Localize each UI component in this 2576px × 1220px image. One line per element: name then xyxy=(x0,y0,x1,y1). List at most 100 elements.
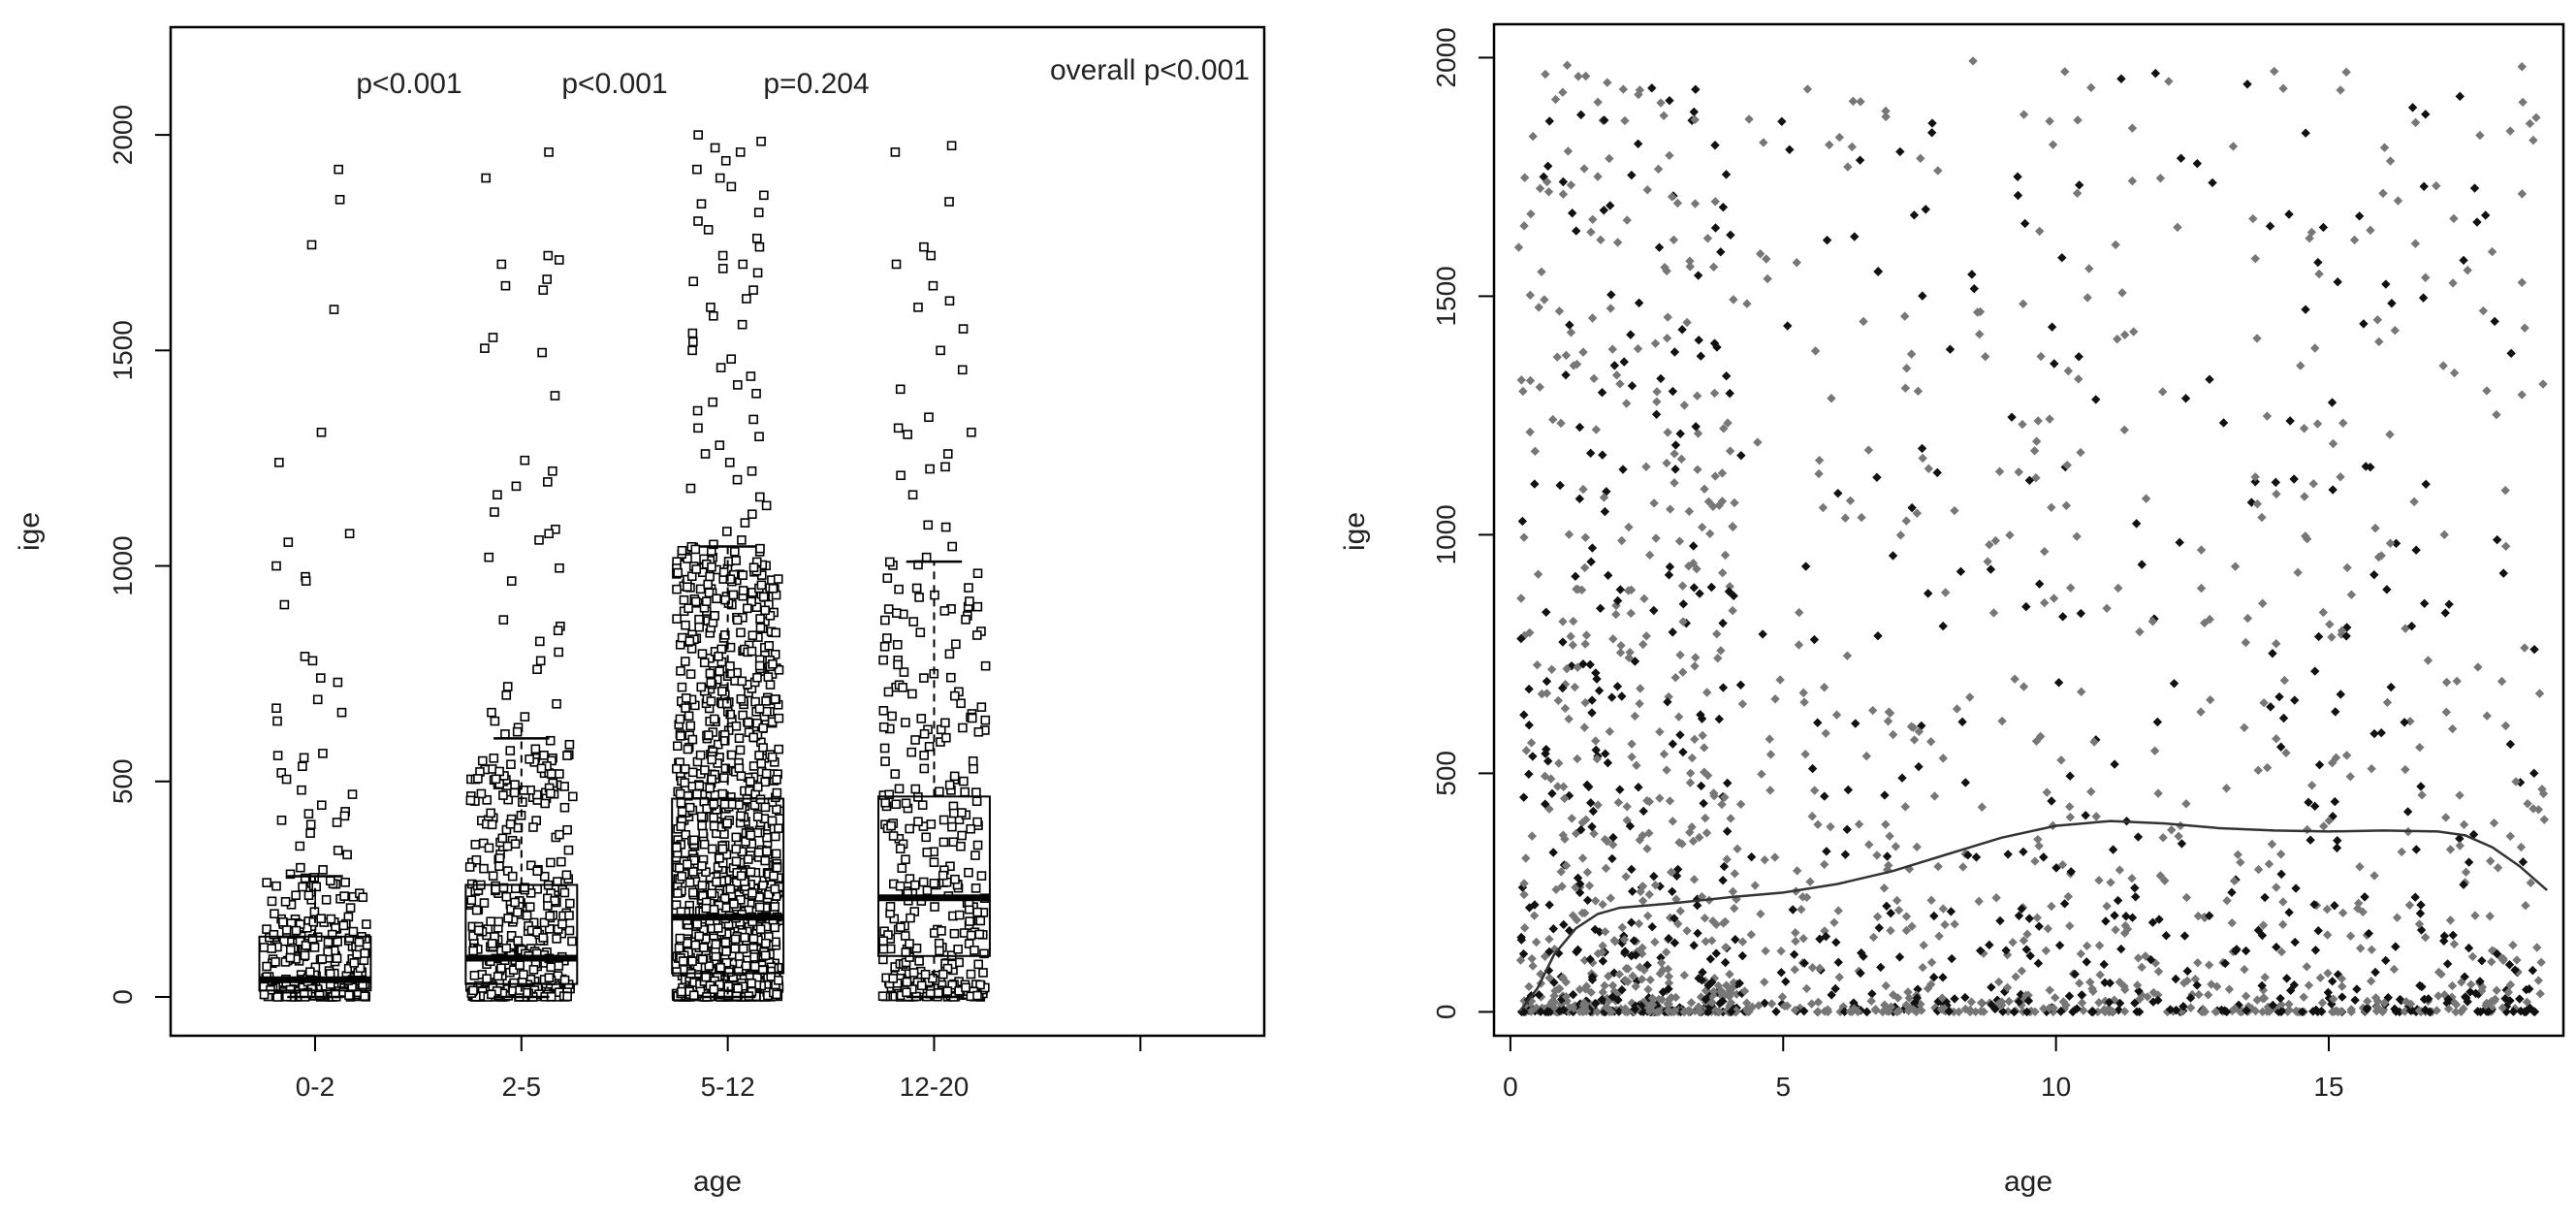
scatter-point xyxy=(1813,718,1823,727)
scatter-point xyxy=(1657,995,1668,1005)
jitter-point xyxy=(974,929,985,940)
outlier-point xyxy=(947,541,958,552)
jitter-point xyxy=(518,797,527,807)
scatter-point xyxy=(1597,947,1607,957)
scatter-point xyxy=(2483,1007,2494,1016)
scatter-point xyxy=(1614,969,1625,979)
scatter-point xyxy=(2073,115,2083,125)
scatter-point xyxy=(1916,999,1925,1010)
scatter-point xyxy=(1571,571,1580,582)
jitter-point xyxy=(935,787,944,797)
scatter-point xyxy=(2119,425,2129,435)
outlier-point xyxy=(710,143,720,153)
jitter-point xyxy=(546,962,556,973)
scatter-point xyxy=(1590,896,1601,906)
scatter-point xyxy=(2008,937,2018,947)
scatter-point xyxy=(1834,972,1844,982)
jitter-point xyxy=(484,843,494,853)
jitter-point xyxy=(680,657,690,666)
scatter-point xyxy=(2059,899,2070,909)
scatter-point xyxy=(1868,932,1879,943)
jitter-point xyxy=(538,933,549,943)
jitter-point xyxy=(487,989,496,1000)
scatter-point xyxy=(1785,144,1795,155)
outlier-point xyxy=(740,518,750,528)
scatter-point xyxy=(1993,977,2004,987)
p-value-annotation-2: p<0.001 xyxy=(561,68,667,100)
scatter-point xyxy=(2130,892,2141,902)
scatter-point xyxy=(2039,852,2049,862)
scatter-point xyxy=(1684,506,1695,517)
scatter-point xyxy=(2523,799,2532,809)
scatter-point xyxy=(1900,311,1910,321)
scatter-point xyxy=(1813,1007,1823,1016)
scatter-point xyxy=(2064,802,2075,812)
scatter-point xyxy=(1668,627,1677,637)
scatter-point xyxy=(2385,538,2396,548)
scatter-point xyxy=(1634,89,1643,100)
jitter-point xyxy=(720,763,731,774)
scatter-point xyxy=(1705,529,1715,539)
scatter-point xyxy=(1561,992,1572,1002)
scatter-point xyxy=(1649,498,1659,508)
jitter-point xyxy=(672,741,683,752)
jitter-point xyxy=(325,876,335,886)
outlier-point xyxy=(276,815,287,825)
outlier-point xyxy=(532,664,542,675)
scatter-point xyxy=(1892,993,1903,1003)
scatter-point xyxy=(1750,881,1760,890)
scatter-point xyxy=(1587,972,1598,982)
scatter-point xyxy=(1886,908,1895,918)
jitter-point xyxy=(891,799,902,810)
outlier-point xyxy=(480,343,490,353)
scatter-point xyxy=(2116,74,2126,83)
scatter-point xyxy=(2132,980,2143,990)
scatter-point xyxy=(2133,953,2144,963)
scatter-point xyxy=(1597,995,1607,1005)
scatter-point xyxy=(2240,964,2249,975)
jitter-point xyxy=(898,683,907,692)
scatter-point xyxy=(2492,409,2501,420)
jitter-point xyxy=(464,862,475,872)
scatter-point xyxy=(2291,883,2301,893)
scatter-point xyxy=(1601,863,1611,874)
jitter-point xyxy=(333,937,342,947)
scatter-point xyxy=(1644,796,1655,807)
scatter-point xyxy=(1618,465,1628,474)
scatter-point xyxy=(1627,864,1637,875)
scatter-point xyxy=(1729,591,1738,601)
scatter-point xyxy=(1620,1007,1630,1016)
jitter-point xyxy=(731,856,742,867)
scatter-point xyxy=(2289,474,2299,484)
scatter-point xyxy=(1559,793,1570,804)
scatter-point xyxy=(1726,987,1735,998)
scatter-point xyxy=(2165,1005,2176,1014)
jitter-point xyxy=(770,694,780,704)
jitter-point xyxy=(493,916,504,927)
jitter-point xyxy=(476,788,487,799)
scatter-point xyxy=(1723,418,1733,428)
scatter-point xyxy=(2505,126,2515,136)
scatter-point xyxy=(2106,878,2115,887)
scatter-point xyxy=(1954,1007,1964,1017)
scatter-point xyxy=(1699,798,1708,809)
scatter-point xyxy=(2262,762,2273,773)
scatter-point xyxy=(1822,235,1832,245)
jitter-point xyxy=(956,698,966,709)
scatter-point xyxy=(1693,429,1703,438)
scatter-point xyxy=(1678,599,1689,609)
scatter-point xyxy=(2268,649,2277,658)
scatter-point xyxy=(1765,750,1776,759)
outlier-point xyxy=(334,194,345,205)
scatter-point xyxy=(1605,153,1614,164)
scatter-point xyxy=(2459,880,2468,889)
y-tick-label: 500 xyxy=(108,758,138,804)
jitter-point xyxy=(755,543,765,554)
scatter-point xyxy=(2472,1007,2483,1016)
scatter-point xyxy=(2155,174,2166,183)
scatter-point xyxy=(2110,911,2119,920)
jitter-point xyxy=(747,630,758,640)
scatter-point xyxy=(1528,752,1538,761)
jitter-point xyxy=(731,721,742,731)
